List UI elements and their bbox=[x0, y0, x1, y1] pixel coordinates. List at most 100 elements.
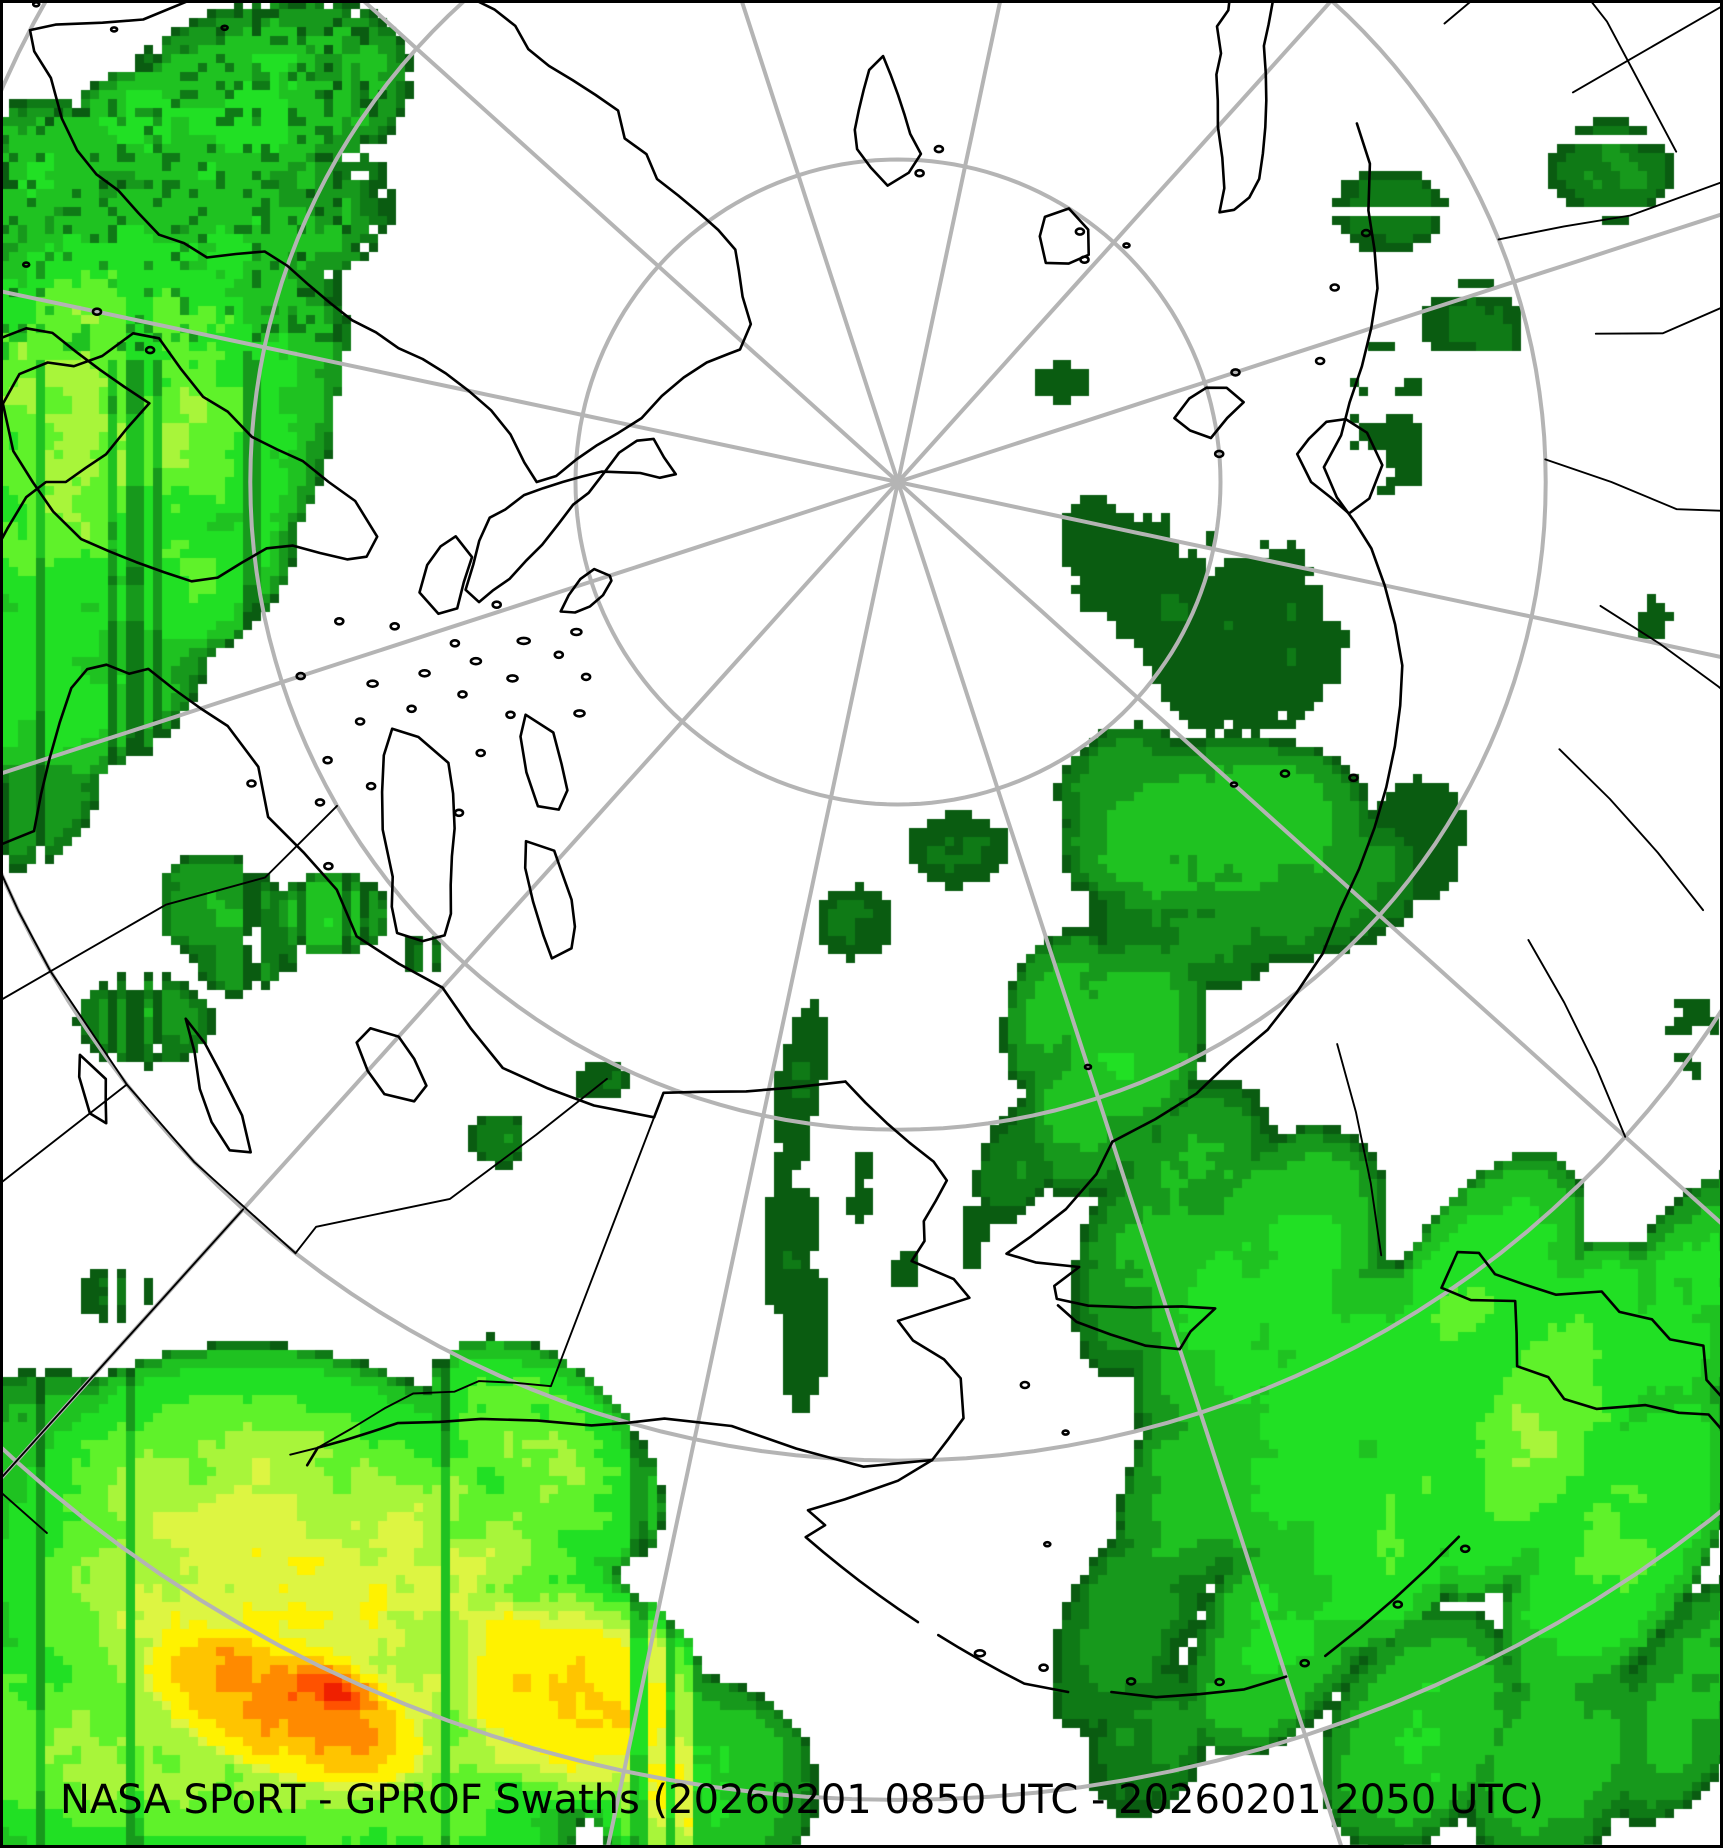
coastline-island-50 bbox=[1348, 773, 1359, 783]
graticule-parallel-50 bbox=[0, 1443, 1723, 1802]
coastline-island-38 bbox=[1459, 1544, 1471, 1554]
coastline-island-26 bbox=[91, 307, 103, 317]
border-russia_oblast8 bbox=[1558, 748, 1705, 912]
coastline-ellesmere bbox=[464, 437, 678, 604]
border-russia_oblast10 bbox=[1336, 1043, 1383, 1257]
coastline-franzjosef bbox=[1038, 207, 1090, 265]
coastline-island-21 bbox=[449, 638, 461, 648]
coastline-island-8 bbox=[366, 679, 379, 689]
coastline-island-0 bbox=[570, 627, 583, 637]
coastline-alaska_south bbox=[305, 1417, 934, 1468]
coastline-island-59 bbox=[220, 24, 229, 32]
coastline-island-25 bbox=[144, 345, 156, 355]
border-russia_oblast7 bbox=[1599, 604, 1723, 692]
coastline-island-12 bbox=[505, 710, 516, 720]
graticule-meridian-300 bbox=[0, 289, 899, 484]
graticule-meridian-210 bbox=[605, 481, 900, 1848]
coastline-alaska_north bbox=[652, 1080, 847, 1119]
coastline-island-13 bbox=[475, 748, 487, 758]
graticule-meridian-120 bbox=[897, 480, 1723, 660]
coastline-axelheiberg bbox=[559, 567, 613, 614]
graticule-meridian-30 bbox=[896, 0, 1003, 483]
coastline-island-6 bbox=[418, 668, 431, 678]
coastline-island-3 bbox=[506, 674, 519, 683]
coastline-athabasca bbox=[77, 1053, 108, 1125]
coastline-island-5 bbox=[457, 690, 468, 699]
coastline-island-45 bbox=[1360, 228, 1372, 238]
coastline-labrador bbox=[0, 327, 151, 405]
coastline-svalbard bbox=[853, 54, 923, 187]
border-nwt_nu bbox=[49, 804, 338, 973]
coastline-island-35 bbox=[1214, 1677, 1225, 1687]
graticule-meridian-150 bbox=[896, 480, 1723, 1228]
coastline-island-10 bbox=[580, 672, 592, 682]
coastline-island-37 bbox=[1392, 1600, 1404, 1609]
coastline-island-9 bbox=[354, 717, 366, 726]
coastline-island-39 bbox=[914, 168, 925, 178]
border-russia_oblast9 bbox=[1527, 939, 1627, 1138]
coastline-novayazemlya bbox=[1215, 0, 1274, 214]
coastline-severnaya bbox=[1173, 386, 1245, 440]
coastline-island-1 bbox=[553, 650, 565, 660]
coastline-island-57 bbox=[31, 1, 41, 8]
coastline-baffin bbox=[1, 332, 379, 583]
graticule-meridian-0 bbox=[739, 0, 900, 483]
coastline-aleutians1 bbox=[937, 1633, 1070, 1694]
coastline-chukotka bbox=[1005, 1140, 1217, 1351]
coastline-island-43 bbox=[1074, 227, 1086, 236]
coastline-kamchatka bbox=[1440, 1250, 1723, 1434]
coastline-greatslavelake bbox=[184, 1017, 252, 1154]
coastline-island-20 bbox=[491, 600, 503, 610]
graticule-meridian-270 bbox=[0, 480, 899, 776]
coastline-greenland bbox=[28, 0, 753, 484]
coastline-island-27 bbox=[21, 261, 31, 268]
coastline-island-34 bbox=[1125, 1677, 1137, 1686]
coastline-island-7 bbox=[406, 704, 417, 714]
border-bc_ab bbox=[0, 1208, 245, 1481]
graticule-meridian-240 bbox=[0, 480, 900, 1483]
coastline-island-47 bbox=[1314, 356, 1326, 366]
graticule-meridian-180 bbox=[896, 481, 1344, 1848]
coastline-island-51 bbox=[1279, 769, 1291, 778]
coastline-victoria bbox=[380, 727, 456, 943]
border-russia_oblast_h3 bbox=[1588, 0, 1678, 153]
coastline-greatbearlake bbox=[355, 1027, 428, 1103]
graticule-parallel-60 bbox=[0, 0, 1723, 1463]
coastline-canada_mainland_n bbox=[0, 663, 656, 1119]
coastline-layer bbox=[0, 0, 1723, 1699]
coastline-island-55 bbox=[1061, 1429, 1070, 1436]
border-russia_oblast3 bbox=[1571, 4, 1723, 94]
coastline-island-4 bbox=[469, 656, 483, 666]
coastline-island-16 bbox=[322, 755, 333, 765]
coastline-island-44 bbox=[1122, 242, 1131, 249]
coastline-island-15 bbox=[365, 781, 377, 791]
coastline-island-36 bbox=[1299, 1658, 1310, 1668]
coastline-island-42 bbox=[1079, 255, 1090, 265]
coastline-devon bbox=[418, 535, 474, 616]
coastline-island-53 bbox=[1083, 1063, 1093, 1071]
coastline-island-49 bbox=[1213, 449, 1225, 459]
coastline-island-54 bbox=[1019, 1380, 1031, 1390]
coastline-alaska_west bbox=[804, 1080, 971, 1624]
coastline-island-58 bbox=[109, 26, 119, 33]
coastline-island-56 bbox=[1043, 1540, 1052, 1548]
coastline-island-48 bbox=[1230, 368, 1241, 377]
coastline-island-19 bbox=[246, 779, 257, 788]
border-nu_mb bbox=[0, 868, 52, 973]
coastline-banks bbox=[523, 839, 577, 960]
coastline-island-24 bbox=[295, 671, 307, 681]
coastline-aleutians3 bbox=[1324, 1535, 1461, 1658]
border-russia_oblast4 bbox=[1497, 180, 1723, 241]
graticule-parallel-70 bbox=[248, 0, 1548, 1132]
border-russia_oblast2 bbox=[1443, 0, 1474, 25]
border-yt_nwt bbox=[294, 1077, 608, 1255]
coastline-hudson_e bbox=[0, 402, 151, 545]
coastline-island-52 bbox=[1229, 781, 1239, 788]
political-border-layer bbox=[0, 0, 1723, 1534]
coastline-taimyr bbox=[1295, 417, 1384, 515]
coastline-island-11 bbox=[573, 709, 586, 718]
